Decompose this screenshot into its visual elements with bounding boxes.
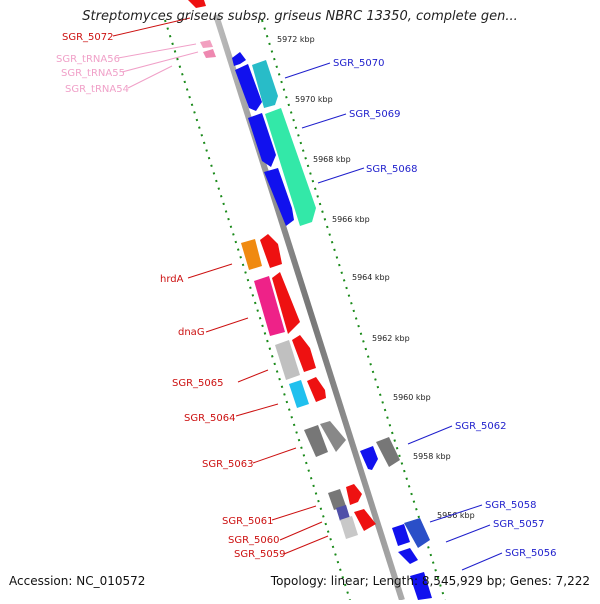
track-boundary-right <box>261 19 446 601</box>
gene-label-sgr-5056[interactable]: SGR_5056 <box>505 548 557 559</box>
leader-sgr-5062 <box>407 425 453 445</box>
gene-label-sgr-5065[interactable]: SGR_5065 <box>172 378 224 389</box>
gene-arrow-sgr-5065[interactable] <box>275 340 300 380</box>
tick-label: 5958 kbp <box>413 452 451 461</box>
leader-sgr-5059 <box>283 535 329 555</box>
gene-arrow-sgr-5064[interactable] <box>289 380 309 408</box>
gene-label-sgr-5062[interactable]: SGR_5062 <box>455 421 507 432</box>
gene-arrow-sgr-5063[interactable] <box>304 425 328 457</box>
gene-label-sgr-5059[interactable]: SGR_5059 <box>234 549 286 560</box>
leader-sgr-5068 <box>317 167 365 184</box>
gene-arrow-sgr-5060-red[interactable] <box>354 509 376 531</box>
genes-value: 7,222 <box>555 574 590 588</box>
gene-arrow-trna55[interactable] <box>203 49 216 58</box>
gene-arrow-sgr-5057[interactable] <box>404 518 430 548</box>
gene-arrow-sgr-5069[interactable] <box>248 113 276 167</box>
leader-sgr-5064 <box>235 403 279 417</box>
gene-arrow-sgr-5059[interactable] <box>340 516 358 539</box>
leader-sgr-5056 <box>461 552 503 571</box>
gene-arrow-sgr-5061-red[interactable] <box>346 484 362 505</box>
gene-arrow-sgr-5068[interactable] <box>264 168 294 226</box>
leader-sgr-5057 <box>445 524 491 543</box>
leader-sgr-5069 <box>301 113 347 129</box>
gene-label-sgr-5068[interactable]: SGR_5068 <box>366 164 418 175</box>
leader-dnag <box>205 317 249 333</box>
tick-label: 5964 kbp <box>352 273 390 282</box>
tick-label: 5960 kbp <box>393 393 431 402</box>
gene-arrow-sgr-5063-b[interactable] <box>320 421 346 452</box>
gene-label-hrda[interactable]: hrdA <box>160 274 184 285</box>
gene-arrow-sgr-5070-b[interactable] <box>235 64 262 111</box>
leader-sgr-5060 <box>279 521 323 541</box>
leader-sgr-5072 <box>112 17 191 37</box>
sequence-axis <box>213 14 405 601</box>
leader-trna56 <box>117 43 197 59</box>
length-label: Length: <box>372 574 419 588</box>
leader-trna55 <box>121 51 199 73</box>
gene-label-sgr-5072[interactable]: SGR_5072 <box>62 32 114 43</box>
tick-label: 5966 kbp <box>332 215 370 224</box>
gene-label-sgr-5061[interactable]: SGR_5061 <box>222 516 274 527</box>
gene-label-sgr-5069[interactable]: SGR_5069 <box>349 109 401 120</box>
gene-arrow-dnag-red[interactable] <box>272 272 300 334</box>
map-title: Streptomyces griseus subsp. griseus NBRC… <box>82 9 518 24</box>
gene-arrow-dnag[interactable] <box>254 276 285 336</box>
gene-arrow-trna56[interactable] <box>200 40 213 48</box>
gene-arrow-sgr-5072[interactable] <box>188 0 206 8</box>
leader-hrda <box>187 263 233 279</box>
tick-label: 5956 kbp <box>437 511 475 520</box>
gene-label-sgr-5070[interactable]: SGR_5070 <box>333 58 385 69</box>
gene-label-sgr-5060[interactable]: SGR_5060 <box>228 535 280 546</box>
genes-label: Genes: <box>509 574 552 588</box>
gene-label-sgr-5063[interactable]: SGR_5063 <box>202 459 254 470</box>
gene-label-sgr-5058[interactable]: SGR_5058 <box>485 500 537 511</box>
gene-arrow-sgr-5065-red[interactable] <box>292 335 316 372</box>
gene-arrow-sgr-5069-green[interactable] <box>265 108 316 226</box>
gene-arrow-sgr-5061-purple[interactable] <box>336 505 350 521</box>
leader-sgr-5070 <box>284 62 331 79</box>
gene-label-sgr-5064[interactable]: SGR_5064 <box>184 413 236 424</box>
leader-trna54 <box>127 65 173 89</box>
gene-label-trna54[interactable]: SGR_tRNA54 <box>65 84 129 95</box>
tick-label: 5972 kbp <box>277 35 315 44</box>
topology-value: linear <box>330 574 365 588</box>
gene-arrow-sgr-5056[interactable] <box>398 548 418 564</box>
gene-arrow-hrda-red[interactable] <box>260 234 282 268</box>
gene-label-trna55[interactable]: SGR_tRNA55 <box>61 68 125 79</box>
gene-label-dnag[interactable]: dnaG <box>178 327 205 338</box>
gene-arrow-sgr-5056-b[interactable] <box>410 572 432 600</box>
accession-line: Accession: NC_010572 <box>9 574 145 588</box>
leader-sgr-5063 <box>252 447 297 464</box>
gene-label-sgr-5057[interactable]: SGR_5057 <box>493 519 545 530</box>
leader-sgr-5058 <box>429 504 483 523</box>
gene-arrow-sgr-5058[interactable] <box>392 524 410 546</box>
topology-label: Topology: <box>270 574 327 588</box>
leader-sgr-5065 <box>237 369 269 383</box>
accession-label: Accession: <box>9 574 73 588</box>
leader-sgr-5061 <box>271 505 317 521</box>
track-boundary-left <box>164 19 351 601</box>
gene-arrow-sgr-5061[interactable] <box>328 489 346 510</box>
accession-value: NC_010572 <box>76 574 146 588</box>
tick-label: 5968 kbp <box>313 155 351 164</box>
tick-label: 5962 kbp <box>372 334 410 343</box>
gene-arrow-sgr-5064-red[interactable] <box>307 377 326 402</box>
genome-summary-line: Topology: linear; Length: 8,545,929 bp; … <box>270 574 590 588</box>
gene-arrow-hrda[interactable] <box>241 239 262 270</box>
gene-arrow-sgr-5062-grey[interactable] <box>376 437 400 467</box>
gene-arrow-sgr-5070-cyan[interactable] <box>252 60 278 108</box>
gene-label-trna56[interactable]: SGR_tRNA56 <box>56 54 120 65</box>
tick-label: 5970 kbp <box>295 95 333 104</box>
length-value: 8,545,929 bp <box>421 574 502 588</box>
gene-arrow-sgr-5062[interactable] <box>360 446 378 470</box>
gene-arrow-sgr-5070[interactable] <box>232 52 246 66</box>
